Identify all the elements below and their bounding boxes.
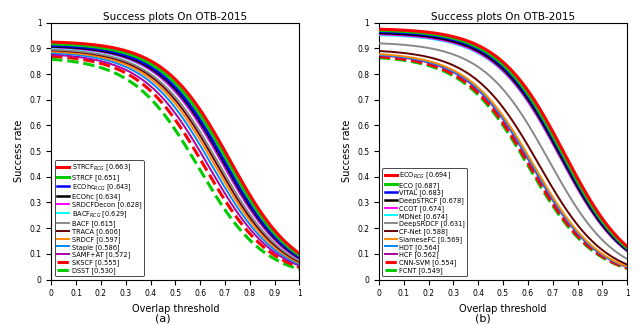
X-axis label: Overlap threshold: Overlap threshold xyxy=(460,304,547,314)
Y-axis label: Success rate: Success rate xyxy=(342,120,351,182)
Y-axis label: Success rate: Success rate xyxy=(14,120,24,182)
Legend: STRCF$_{\it{RCG}}$ [0.663], STRCF [0.651], ECOhc$_{\it{RCG}}$ [0.643], ECOhc [0.: STRCF$_{\it{RCG}}$ [0.663], STRCF [0.651… xyxy=(54,161,143,276)
Title: Success plots On OTB-2015: Success plots On OTB-2015 xyxy=(431,12,575,22)
Title: Success plots On OTB-2015: Success plots On OTB-2015 xyxy=(103,12,248,22)
Text: (b): (b) xyxy=(476,313,491,323)
Legend: ECO$_{\it{RCG}}$ [0.694], ECO [0.687], VITAL [0.683], DeepSTRCF [0.678], CCOT [0: ECO$_{\it{RCG}}$ [0.694], ECO [0.687], V… xyxy=(382,168,467,276)
X-axis label: Overlap threshold: Overlap threshold xyxy=(132,304,219,314)
Text: (a): (a) xyxy=(156,313,171,323)
